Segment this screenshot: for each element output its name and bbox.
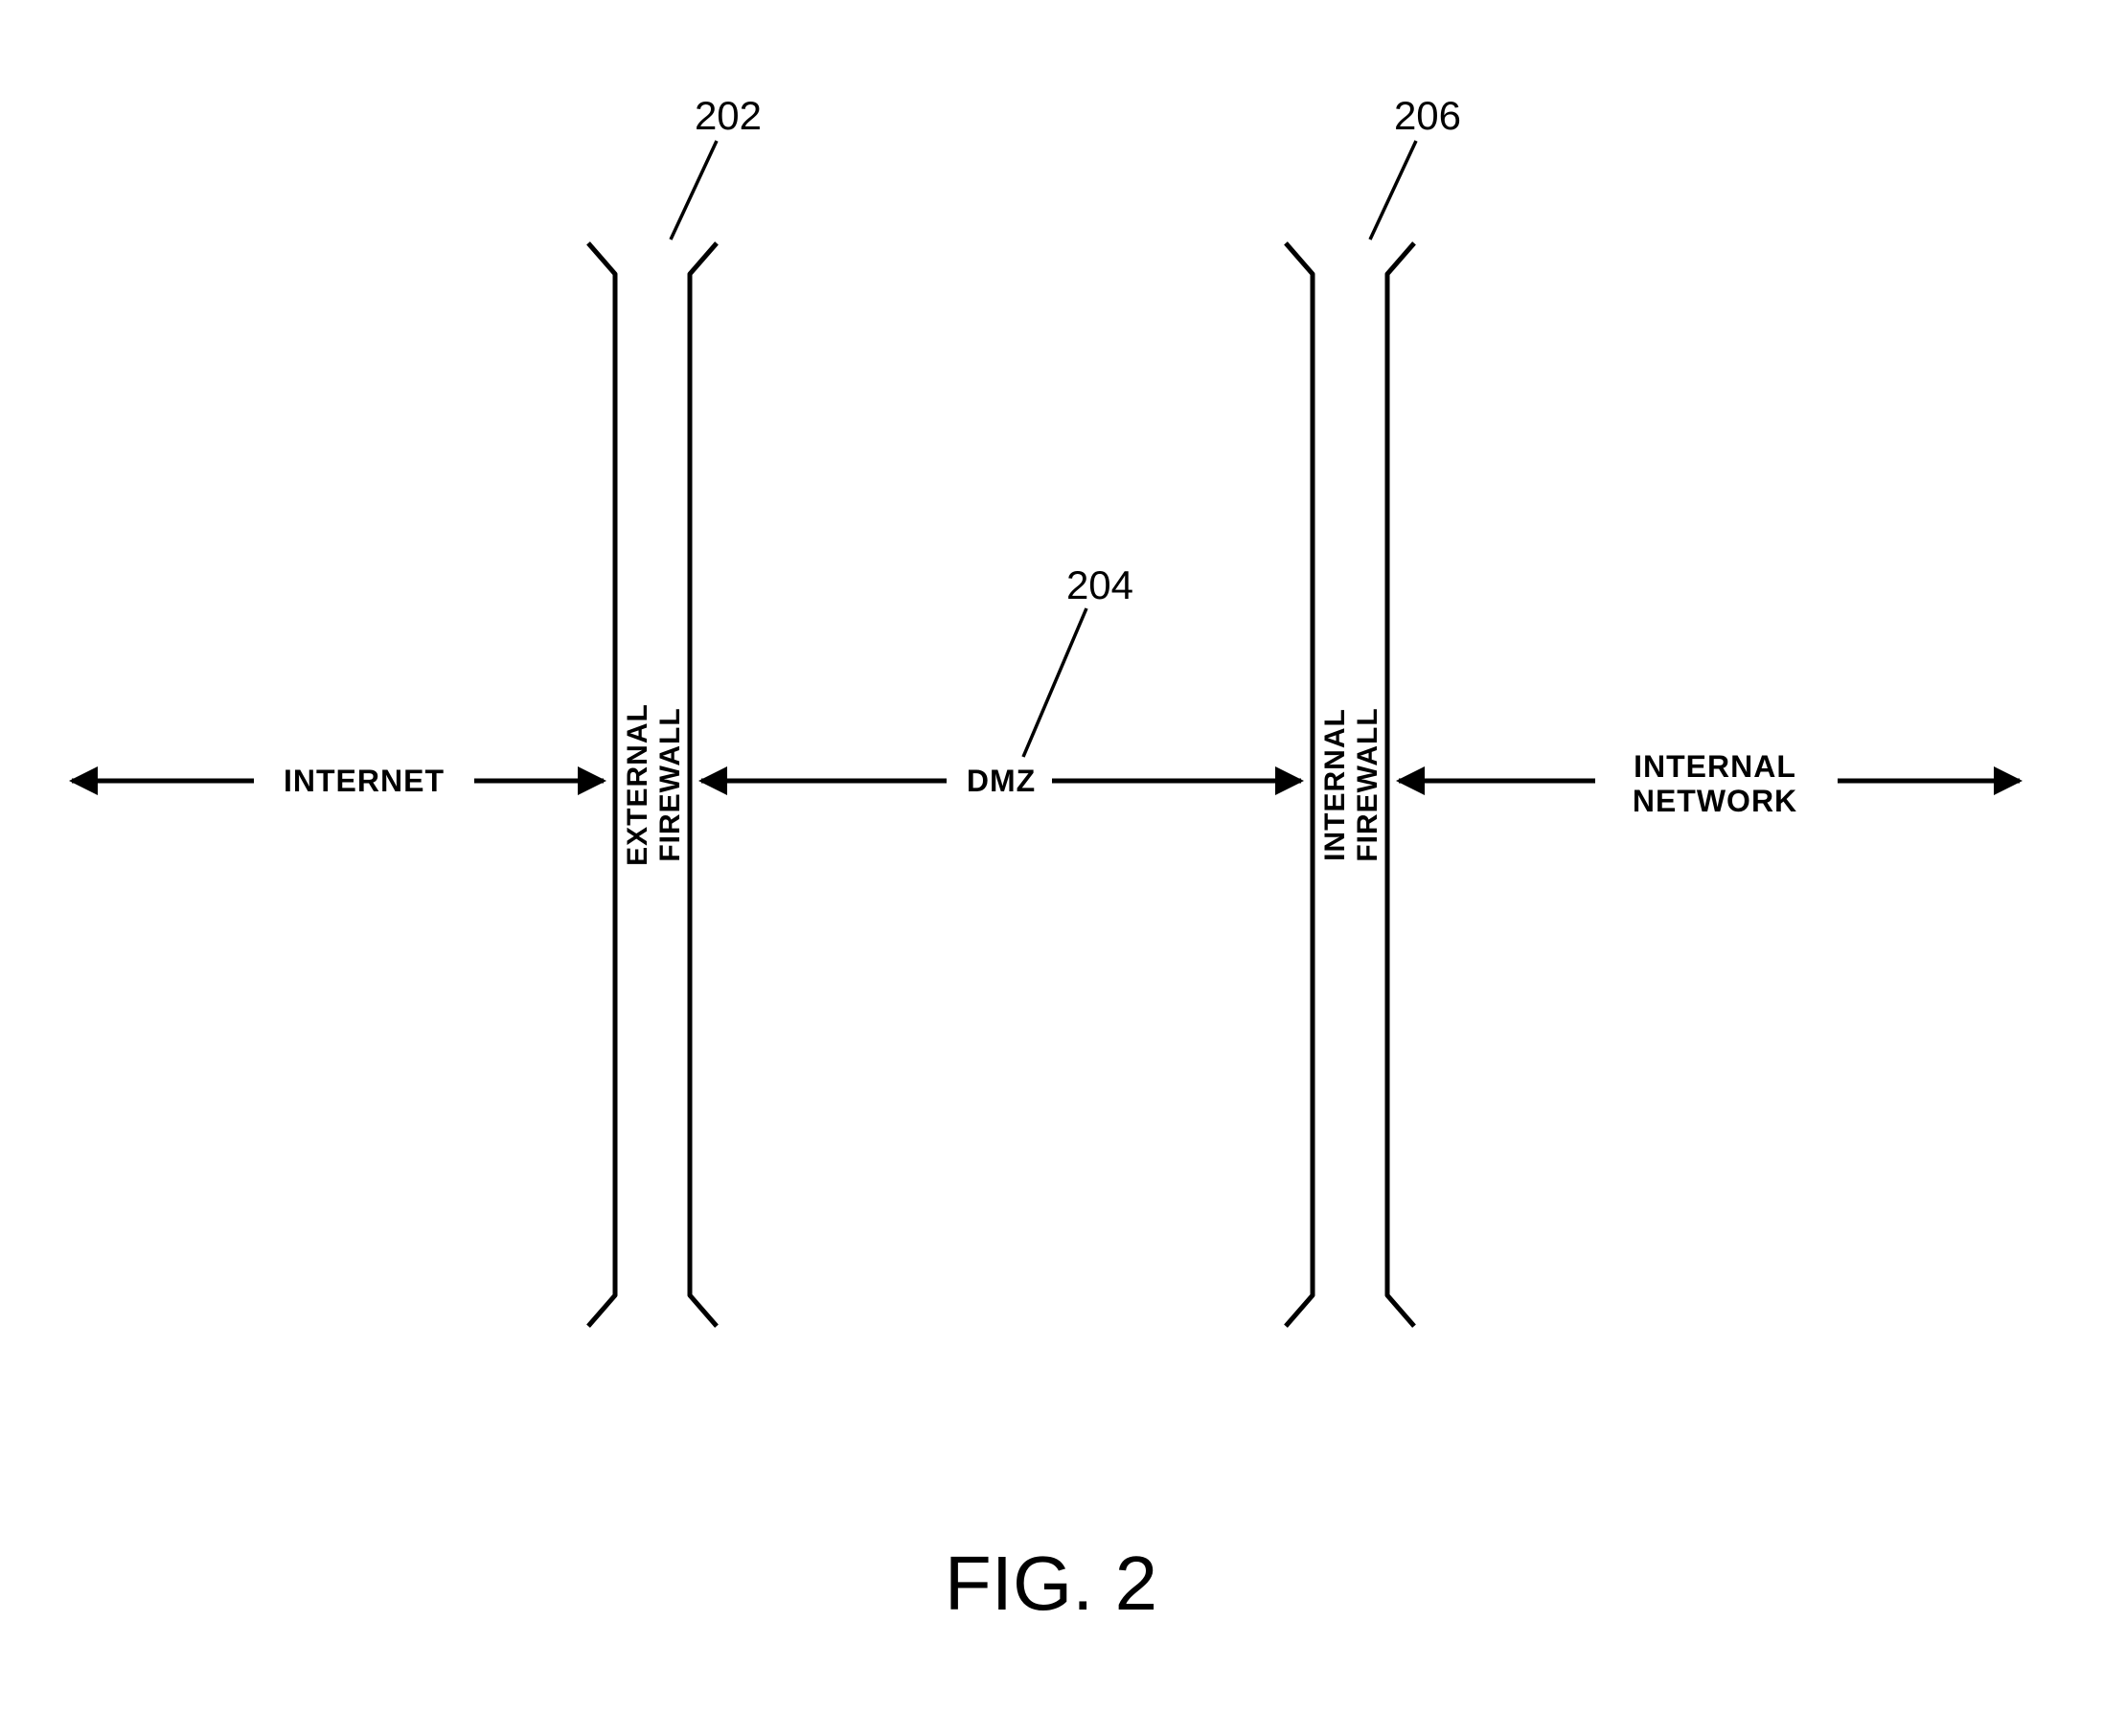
zone-dmz-callout-line [1023, 608, 1086, 757]
zone-dmz-callout-label: 204 [1066, 562, 1133, 607]
zone-internal_network-label-2: NETWORK [1633, 784, 1797, 818]
external-firewall-label-1: EXTERNAL [622, 703, 653, 866]
internal-firewall-callout-label: 206 [1394, 93, 1461, 138]
external-firewall-callout-label: 202 [695, 93, 762, 138]
zone-dmz: DMZ 204 [967, 562, 1133, 798]
zone-internal_network-label-1: INTERNAL [1634, 749, 1796, 784]
figure-label: FIG. 2 [945, 1541, 1157, 1626]
internal-firewall-label-2: FIREWALL [1352, 707, 1383, 861]
internal-firewall: INTERNALFIREWALL 206 [1286, 93, 1461, 1326]
internal-firewall-label-1: INTERNAL [1319, 708, 1351, 861]
external-firewall-callout-line [671, 141, 717, 240]
external-firewall-label-2: FIREWALL [654, 707, 686, 861]
zone-internet: INTERNET [284, 764, 445, 798]
zone-internet-label: INTERNET [284, 764, 445, 798]
internal-firewall-callout-line [1370, 141, 1416, 240]
zone-dmz-label: DMZ [967, 764, 1036, 798]
external-firewall: EXTERNALFIREWALL 202 [588, 93, 762, 1326]
zone-internal_network: INTERNALNETWORK [1633, 749, 1797, 818]
